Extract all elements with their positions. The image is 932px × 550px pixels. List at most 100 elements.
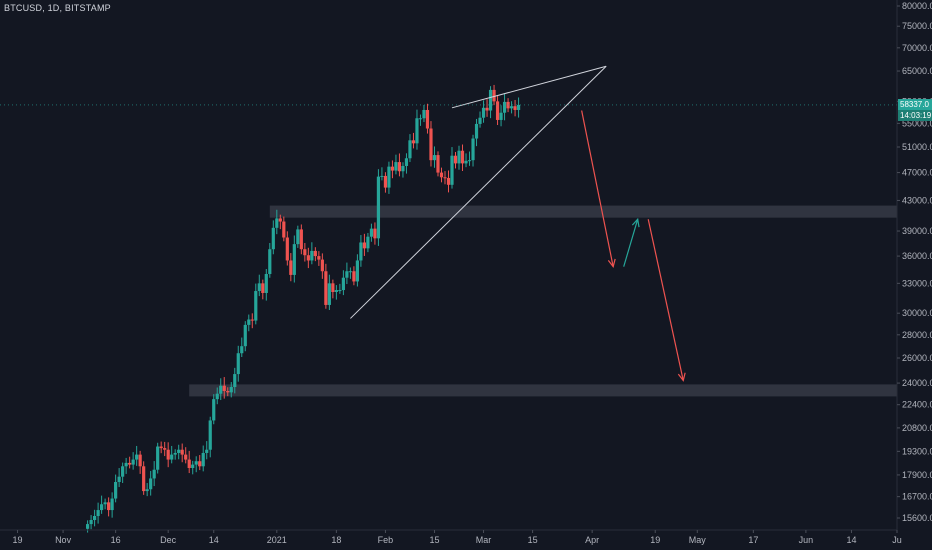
candle xyxy=(453,151,458,169)
x-tick-label: Apr xyxy=(585,535,599,545)
time-axis[interactable]: 19 Nov 16 Dec 14 2021 18 Feb 15 Mar 15 Apr 19 May 17 Ju… xyxy=(0,529,902,545)
symbol-title: BTCUSD, 1D, BITSTAMP xyxy=(4,3,111,13)
candle xyxy=(362,233,367,256)
candle xyxy=(128,456,132,469)
candle xyxy=(485,99,489,117)
x-tick-label: Dec xyxy=(160,535,177,545)
candle xyxy=(96,502,100,524)
candle xyxy=(376,169,381,246)
candle xyxy=(282,216,286,242)
candle xyxy=(380,167,384,181)
drawings[interactable] xyxy=(0,65,897,382)
candle xyxy=(93,509,97,527)
candle xyxy=(499,105,503,127)
candle xyxy=(355,254,359,287)
projection-arrow-up[interactable] xyxy=(623,217,640,267)
candle xyxy=(439,167,444,183)
candle xyxy=(177,444,181,460)
y-tick-label: 19300.0 xyxy=(902,446,932,456)
candle xyxy=(222,377,226,399)
candle xyxy=(247,314,251,332)
candle xyxy=(432,146,437,168)
candle xyxy=(124,457,128,474)
y-tick-label: 15600.0 xyxy=(902,513,932,523)
candle xyxy=(457,145,461,170)
candle xyxy=(471,134,475,167)
candle xyxy=(208,416,212,458)
x-tick-label: 16 xyxy=(111,535,121,545)
candle xyxy=(142,461,146,495)
candle xyxy=(131,452,135,470)
x-tick-label: Nov xyxy=(55,535,72,545)
candle xyxy=(278,214,282,230)
candle xyxy=(219,378,223,401)
candle xyxy=(481,100,486,123)
candle xyxy=(229,382,233,398)
y-tick-label: 20800.0 xyxy=(902,423,932,433)
projection-arrow-down[interactable] xyxy=(647,219,686,382)
candle xyxy=(201,445,205,472)
candle xyxy=(117,468,121,488)
candle xyxy=(352,266,356,286)
candle xyxy=(460,144,465,171)
wedge-line-1[interactable] xyxy=(451,65,607,109)
candle xyxy=(394,154,398,175)
candle xyxy=(366,232,370,253)
candle xyxy=(240,337,244,358)
candle xyxy=(502,93,507,121)
candle xyxy=(261,279,265,300)
x-tick-label: Jun xyxy=(799,535,814,545)
candle xyxy=(166,442,170,468)
candle xyxy=(513,99,517,117)
x-tick-label: 2021 xyxy=(267,535,287,545)
candle xyxy=(478,111,482,128)
candle xyxy=(331,279,335,299)
candle xyxy=(404,153,409,174)
y-tick-label: 65000.0 xyxy=(902,66,932,76)
zone-1[interactable] xyxy=(189,384,897,397)
candle xyxy=(268,243,272,278)
x-tick-label: Feb xyxy=(378,535,394,545)
candle xyxy=(145,483,149,497)
candle xyxy=(488,86,493,119)
candle xyxy=(226,387,230,397)
candle xyxy=(285,231,289,266)
candle xyxy=(390,160,395,179)
zone-0[interactable] xyxy=(269,205,897,218)
y-tick-label: 51000.0 xyxy=(902,142,932,152)
x-tick-label: 14 xyxy=(846,535,856,545)
candle xyxy=(215,387,219,405)
candle xyxy=(369,223,374,242)
candlestick-series xyxy=(85,84,521,533)
projection-arrow-down[interactable] xyxy=(581,110,616,269)
candle xyxy=(324,263,328,309)
candle xyxy=(387,161,391,194)
candle xyxy=(149,471,153,496)
candle xyxy=(275,209,279,235)
candle xyxy=(383,172,388,193)
candle xyxy=(345,262,349,285)
candle xyxy=(163,441,167,457)
candle xyxy=(492,84,496,106)
wedge-line-0[interactable] xyxy=(350,65,607,319)
candle xyxy=(121,462,125,484)
candle xyxy=(348,267,352,279)
candle xyxy=(327,274,331,311)
candle xyxy=(243,321,247,352)
x-tick-label: Mar xyxy=(476,535,492,545)
candle xyxy=(397,153,402,177)
candle xyxy=(474,118,479,147)
candle xyxy=(306,247,310,269)
y-tick-label: 55000.0 xyxy=(902,118,932,128)
candle xyxy=(443,171,447,185)
candle xyxy=(159,441,163,454)
candle xyxy=(254,283,258,325)
y-tick-label: 36000.0 xyxy=(902,251,932,261)
candle xyxy=(187,450,191,474)
candle xyxy=(359,235,363,267)
candle xyxy=(156,442,160,474)
candle xyxy=(446,170,451,193)
candle xyxy=(296,225,300,248)
candle xyxy=(334,285,338,300)
